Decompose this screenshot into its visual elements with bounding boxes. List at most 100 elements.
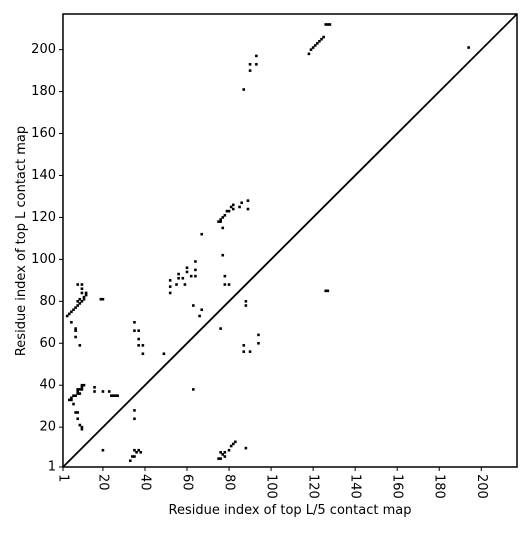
contact-point [80,427,84,431]
contact-point [219,457,222,460]
contact-point [74,335,77,339]
contact-point [80,291,84,295]
y-tick-label: 60 [39,336,56,351]
contact-point [309,48,313,51]
contact-point [175,283,178,286]
contact-point [78,388,82,391]
contact-point [82,295,86,299]
contact-point [255,54,258,58]
contact-point [219,327,222,330]
plot-frame [62,13,518,468]
contact-point [320,37,323,41]
contact-point [248,63,252,66]
contact-point [221,253,225,257]
contact-point [221,216,225,219]
contact-point [133,329,136,332]
contact-point [93,390,96,393]
contact-point [141,352,145,356]
contact-point [101,297,105,301]
contact-point [221,226,225,230]
contact-point [133,455,136,458]
contact-point [76,392,80,395]
contact-point [70,320,73,324]
contact-point [80,283,84,286]
contact-point [137,337,140,341]
contact-point [219,218,222,221]
contact-point [313,44,317,47]
contact-point [189,274,193,278]
contact-point [185,270,189,274]
contact-point [227,448,231,452]
contact-point [80,300,84,303]
y-tick-label: 200 [31,42,56,57]
contact-point [248,69,252,72]
contact-point [82,297,86,301]
contact-point [168,291,172,295]
contact-point [80,287,84,291]
x-tick-label: 100 [264,474,279,499]
contact-point [227,283,231,286]
contact-point [223,451,227,454]
contact-point [137,344,140,347]
contact-point [326,23,330,26]
contact-point [316,42,319,45]
contact-point [141,344,145,347]
contact-point [244,446,248,450]
contact-point [328,23,332,26]
contact-point [219,220,222,223]
contact-point [467,46,470,49]
contact-point [76,300,80,303]
contact-point [78,297,82,301]
contact-point [70,398,73,402]
x-tick-label: 140 [348,474,363,499]
contact-point [311,46,315,49]
contact-point [200,232,204,236]
contact-point [242,88,246,91]
contact-point [217,457,220,460]
contact-point [76,283,80,286]
contact-point [76,411,80,414]
y-tick-label: 180 [31,84,56,99]
contact-point [74,306,77,309]
contact-point [110,394,113,397]
contact-point [223,274,227,278]
contact-point [137,329,140,332]
contact-point [257,341,260,345]
contact-point [84,291,88,295]
contact-point [229,444,233,448]
contact-point [137,448,140,452]
contact-point [244,304,248,307]
contact-point [80,386,84,389]
contact-point [68,398,71,402]
x-tick-label: 20 [95,474,110,491]
contact-point [244,300,248,303]
y-axis-label: Residue index of top L contact map [14,126,29,356]
contact-point [231,203,235,207]
contact-point [183,283,187,286]
contact-point [168,285,172,288]
contact-point [74,411,77,414]
contact-point [177,272,180,276]
x-tick-label: 80 [222,474,237,491]
contact-point [217,220,220,223]
contact-point [177,276,180,280]
contact-point [231,442,235,446]
contact-point [72,308,75,312]
contact-point [324,23,328,26]
contact-point [128,459,132,463]
contact-point [99,297,103,301]
contact-point [112,394,115,397]
contact-point [181,276,185,280]
x-tick-label: 1 [56,474,71,482]
contact-point [194,274,197,278]
contact-point [223,283,227,286]
contact-point [229,205,233,209]
x-axis-label: Residue index of top L/5 contact map [169,503,412,518]
y-tick-label: 80 [39,294,56,309]
contact-point [324,289,328,293]
contact-point [133,417,136,421]
y-tick-label: 20 [39,420,56,435]
contact-point [246,207,250,211]
contact-point [139,451,143,454]
